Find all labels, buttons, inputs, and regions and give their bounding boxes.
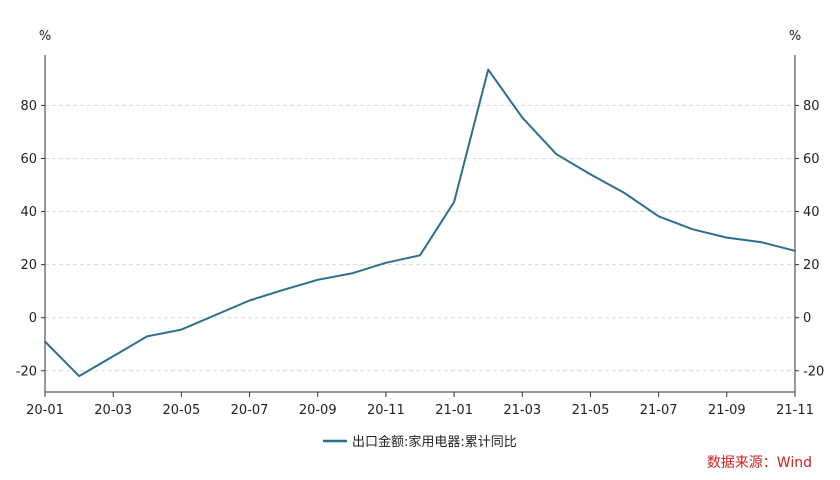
right-y-tick-label: 20 <box>803 258 820 273</box>
left-y-tick-label: 60 <box>20 152 37 167</box>
tick-labels: -20 -20 0 0 20 20 40 40 60 60 80 80 20-01 20-03 20-05 2… <box>16 99 824 418</box>
legend[interactable]: 出口金额:家用电器:累计同比 <box>323 434 517 450</box>
x-tick-label: 20-03 <box>94 403 132 418</box>
grid-lines <box>45 104 795 372</box>
right-y-tick-label: 40 <box>803 205 820 220</box>
right-y-tick-label: 0 <box>803 311 811 326</box>
x-tick-label: 20-11 <box>367 403 405 418</box>
series-layer <box>44 68 796 378</box>
x-tick-label: 20-07 <box>231 403 269 418</box>
left-y-tick-label: -20 <box>16 364 37 379</box>
x-tick-label: 21-05 <box>572 403 610 418</box>
x-tick-label: 20-05 <box>162 403 200 418</box>
left-y-tick-label: 80 <box>20 99 37 114</box>
x-tick-label: 20-09 <box>299 403 337 418</box>
source-note: 数据来源：Wind <box>707 455 812 471</box>
left-y-tick-label: 40 <box>20 205 37 220</box>
x-tick-label: 21-11 <box>776 403 814 418</box>
left-unit-label: % <box>39 29 51 44</box>
right-y-tick-label: -20 <box>803 364 824 379</box>
x-tick-label: 21-03 <box>503 403 541 418</box>
x-tick-label: 21-01 <box>435 403 473 418</box>
legend-label: 出口金额:家用电器:累计同比 <box>352 434 517 450</box>
right-unit-label: % <box>789 29 801 44</box>
x-tick-label: 20-01 <box>26 403 64 418</box>
axes <box>44 55 796 393</box>
right-y-tick-label: 60 <box>803 152 820 167</box>
left-y-tick-label: 20 <box>20 258 37 273</box>
x-tick-label: 21-07 <box>640 403 678 418</box>
series-line <box>44 68 796 378</box>
right-y-tick-label: 80 <box>803 99 820 114</box>
x-tick-label: 21-09 <box>708 403 746 418</box>
tick-marks <box>41 104 799 397</box>
left-y-tick-label: 0 <box>29 311 37 326</box>
